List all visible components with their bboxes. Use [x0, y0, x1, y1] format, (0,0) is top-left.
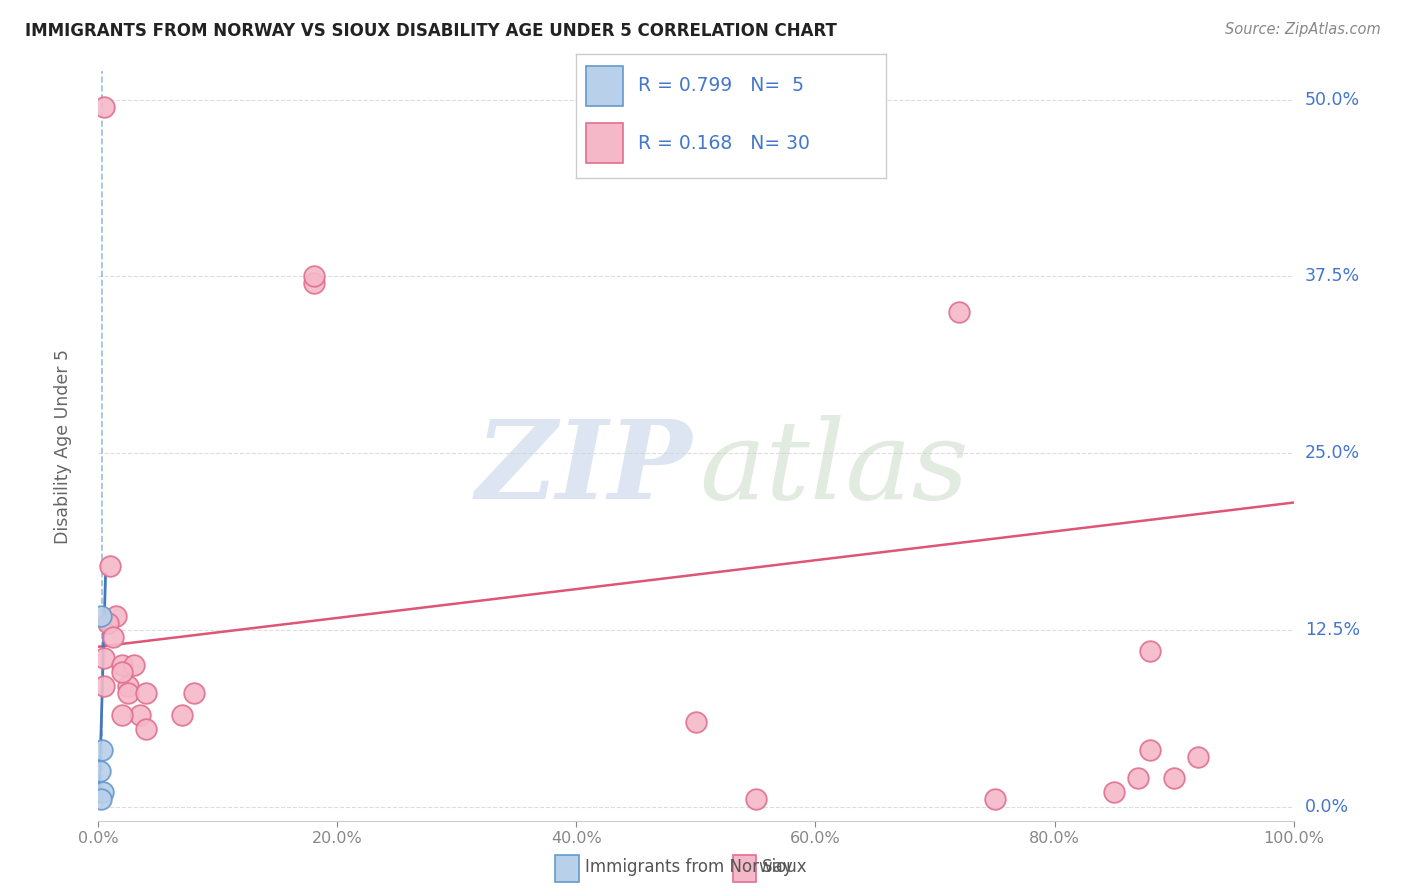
- Text: IMMIGRANTS FROM NORWAY VS SIOUX DISABILITY AGE UNDER 5 CORRELATION CHART: IMMIGRANTS FROM NORWAY VS SIOUX DISABILI…: [25, 22, 837, 40]
- Point: [111, 658, 134, 673]
- Bar: [733, 855, 756, 881]
- Text: 0.0%: 0.0%: [1305, 797, 1348, 815]
- Text: 25.0%: 25.0%: [1305, 444, 1360, 462]
- Point: [183, 686, 205, 700]
- Point: [984, 792, 1007, 806]
- Text: Source: ZipAtlas.com: Source: ZipAtlas.com: [1225, 22, 1381, 37]
- Point: [111, 665, 134, 680]
- Point: [117, 679, 139, 693]
- Point: [97, 615, 120, 630]
- Y-axis label: Disability Age Under 5: Disability Age Under 5: [53, 349, 72, 543]
- Text: Sioux: Sioux: [762, 858, 807, 877]
- Text: R = 0.799   N=  5: R = 0.799 N= 5: [638, 77, 804, 95]
- Point: [135, 722, 157, 736]
- Point: [91, 743, 114, 757]
- Point: [91, 785, 114, 799]
- Text: R = 0.168   N= 30: R = 0.168 N= 30: [638, 134, 810, 153]
- Point: [129, 707, 152, 722]
- Point: [111, 707, 134, 722]
- Text: 12.5%: 12.5%: [1305, 621, 1360, 639]
- Point: [90, 608, 112, 623]
- Point: [101, 630, 124, 644]
- Bar: [586, 123, 623, 163]
- Point: [302, 277, 325, 291]
- Point: [1139, 644, 1161, 658]
- Point: [1187, 750, 1209, 764]
- Point: [1163, 771, 1185, 785]
- Text: 50.0%: 50.0%: [1305, 91, 1360, 109]
- Text: 37.5%: 37.5%: [1305, 268, 1360, 285]
- Point: [1128, 771, 1150, 785]
- Point: [948, 304, 970, 318]
- Bar: [555, 855, 578, 881]
- Point: [1104, 785, 1126, 799]
- Point: [90, 792, 112, 806]
- Point: [93, 651, 115, 665]
- Point: [135, 686, 157, 700]
- Point: [302, 269, 325, 284]
- Point: [117, 686, 139, 700]
- Point: [172, 707, 194, 722]
- Text: atlas: atlas: [700, 415, 969, 522]
- Point: [1139, 743, 1161, 757]
- Text: ZIP: ZIP: [475, 415, 692, 522]
- Point: [124, 658, 146, 673]
- Point: [89, 764, 111, 779]
- Bar: [586, 66, 623, 106]
- Point: [105, 608, 128, 623]
- Point: [98, 559, 122, 574]
- Point: [93, 679, 115, 693]
- Point: [685, 714, 707, 729]
- Point: [745, 792, 768, 806]
- Point: [93, 100, 115, 114]
- Text: Immigrants from Norway: Immigrants from Norway: [585, 858, 793, 877]
